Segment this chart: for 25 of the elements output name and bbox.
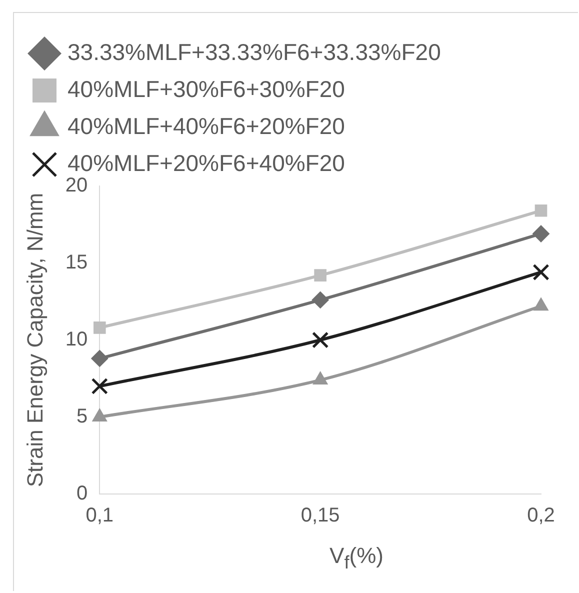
point	[534, 204, 548, 217]
legend-label: 40%MLF+40%F6+20%F20	[68, 112, 345, 139]
x-tick-label: 0,2	[527, 504, 555, 527]
point	[91, 350, 108, 367]
legend-label: 40%MLF+20%F6+40%F20	[68, 150, 345, 176]
point	[91, 378, 108, 395]
y-tick-label: 20	[65, 174, 88, 197]
point	[312, 332, 329, 348]
point	[532, 264, 550, 281]
legend-label: 40%MLF+30%F6+30%F20	[68, 76, 345, 102]
x-tick-label: 0,15	[300, 504, 340, 527]
point	[312, 291, 329, 308]
point	[92, 408, 108, 422]
x-axis-title: V$_{f}$(%)	[328, 543, 384, 574]
y-tick-label: 5	[76, 406, 88, 428]
y-axis-title: Strain Energy Capacity, N/mm	[22, 192, 48, 488]
point	[312, 372, 328, 385]
y-tick-label: 10	[65, 328, 88, 351]
x-tick-label: 0,1	[86, 504, 114, 527]
y-tick-label: 0	[76, 482, 88, 505]
point	[314, 269, 326, 282]
legend-label: 33.33%MLF+33.33%F6+33.33%F20	[68, 38, 441, 65]
point	[532, 225, 550, 242]
y-tick-label: 15	[65, 252, 88, 274]
point	[93, 322, 106, 334]
